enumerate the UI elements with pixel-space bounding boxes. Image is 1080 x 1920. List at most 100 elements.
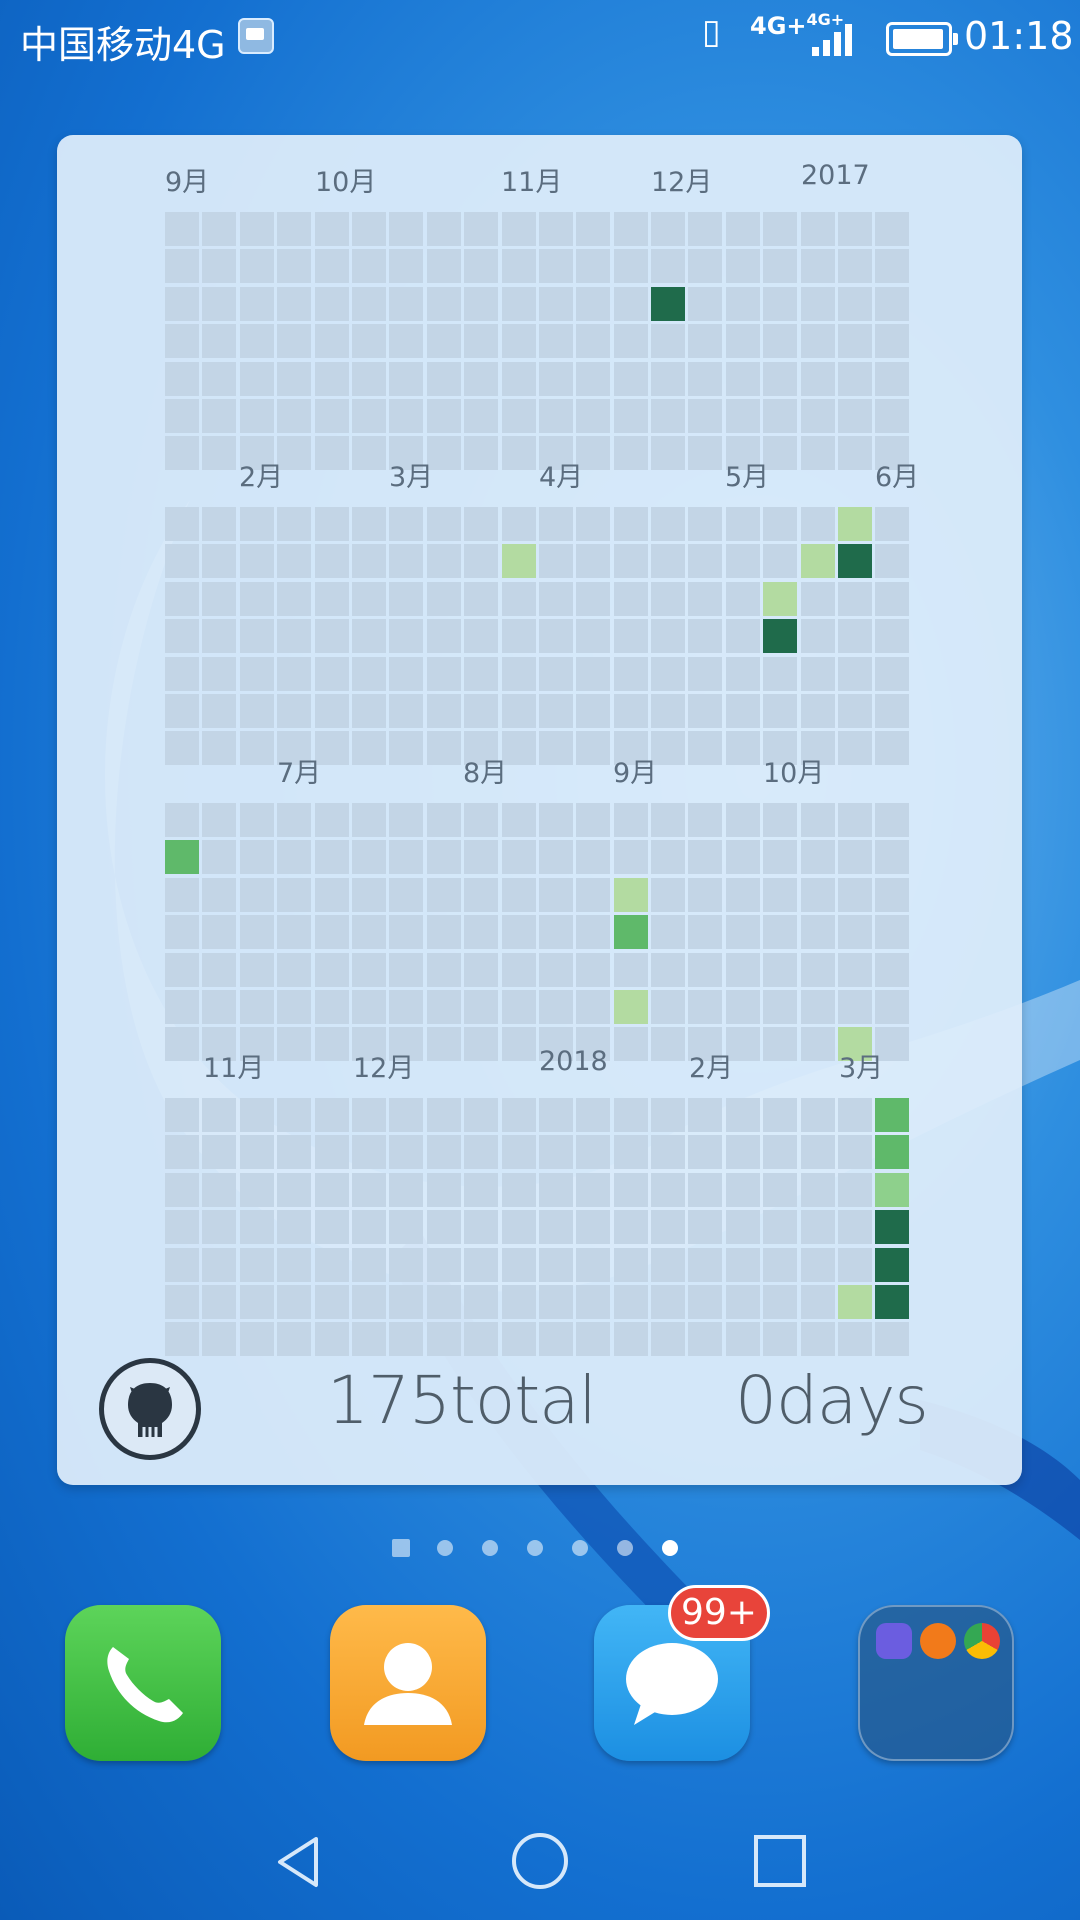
contribution-cell <box>202 1247 237 1282</box>
contribution-cell <box>389 1098 424 1132</box>
contribution-cell <box>688 656 723 691</box>
contribution-cell <box>838 877 873 912</box>
contribution-cell <box>426 731 461 766</box>
page-dot-active[interactable] <box>662 1540 678 1556</box>
page-dot[interactable] <box>482 1540 498 1556</box>
contribution-cell <box>351 1027 386 1062</box>
contribution-cell <box>351 619 386 654</box>
home-page-dot[interactable] <box>392 1539 410 1557</box>
contribution-cell <box>202 581 237 616</box>
contribution-cell <box>838 952 873 987</box>
contribution-cell <box>613 398 648 433</box>
contribution-cell <box>314 1172 349 1207</box>
recents-icon[interactable] <box>752 1833 808 1889</box>
contribution-cell <box>389 840 424 875</box>
status-bar: 中国移动4G ▯ 4G+4G+ 01:18 <box>0 0 1080 72</box>
contribution-cell <box>838 1027 873 1062</box>
contribution-cell <box>239 507 274 541</box>
contribution-cell <box>763 840 798 875</box>
month-label: 9月 <box>613 758 658 789</box>
contribution-cell <box>538 1135 573 1170</box>
contribution-cell <box>875 398 910 433</box>
contribution-cell <box>875 436 910 471</box>
contribution-cell <box>351 803 386 837</box>
contribution-cell <box>351 1098 386 1132</box>
contribution-cell <box>800 877 835 912</box>
contribution-cell <box>351 731 386 766</box>
contribution-cell <box>501 1172 536 1207</box>
contribution-cell <box>426 952 461 987</box>
contribution-cell <box>875 1210 910 1245</box>
app-folder[interactable] <box>858 1605 1014 1761</box>
page-dot[interactable] <box>527 1540 543 1556</box>
contribution-cell <box>538 286 573 321</box>
contribution-cell <box>202 1322 237 1357</box>
contacts-app-button[interactable] <box>330 1605 486 1761</box>
contribution-cell <box>464 398 499 433</box>
phone-app-button[interactable] <box>65 1605 221 1761</box>
contribution-cell <box>538 1172 573 1207</box>
contribution-cell <box>688 1210 723 1245</box>
contribution-cell <box>464 1322 499 1357</box>
contribution-cell <box>613 1322 648 1357</box>
contribution-cell <box>165 656 199 691</box>
contribution-cell <box>314 619 349 654</box>
contribution-cell <box>838 1247 873 1282</box>
contribution-cell <box>165 1098 199 1132</box>
contribution-cell <box>576 952 611 987</box>
contribution-cell <box>239 544 274 579</box>
contribution-cell <box>763 989 798 1024</box>
contribution-cell <box>725 619 760 654</box>
contribution-cell <box>725 1247 760 1282</box>
contribution-cell <box>239 619 274 654</box>
contribution-cell <box>875 877 910 912</box>
contribution-cell <box>651 436 686 471</box>
contribution-cell <box>688 507 723 541</box>
contribution-cell <box>464 324 499 359</box>
contribution-cell <box>426 877 461 912</box>
contribution-cell <box>688 249 723 284</box>
contribution-cell <box>501 989 536 1024</box>
contribution-cell <box>688 361 723 396</box>
contribution-cell <box>763 915 798 950</box>
contribution-cell <box>763 1172 798 1207</box>
contribution-cell <box>501 1098 536 1132</box>
back-icon[interactable] <box>270 1833 328 1891</box>
contribution-cell <box>202 1135 237 1170</box>
github-octocat-icon[interactable] <box>99 1358 201 1460</box>
contribution-cell <box>277 619 312 654</box>
contribution-cell <box>725 361 760 396</box>
page-dot[interactable] <box>572 1540 588 1556</box>
github-contributions-widget[interactable]: 9月 10月 11月 12月 2017 2月 3月 4月 5月 6月 7月 8月… <box>57 135 1022 1485</box>
browser-app-icon <box>876 1623 912 1659</box>
contribution-cell <box>875 1027 910 1062</box>
contribution-cell <box>165 1027 199 1062</box>
contribution-cell <box>501 619 536 654</box>
contribution-cell <box>800 436 835 471</box>
contribution-cell <box>725 507 760 541</box>
contribution-cell <box>613 877 648 912</box>
contribution-cell <box>501 915 536 950</box>
contribution-cell <box>351 840 386 875</box>
contribution-cell <box>314 361 349 396</box>
contribution-cell <box>277 507 312 541</box>
contribution-cell <box>763 324 798 359</box>
contribution-cell <box>165 1210 199 1245</box>
contribution-cell <box>613 803 648 837</box>
contribution-cell <box>389 1210 424 1245</box>
page-dot[interactable] <box>617 1540 633 1556</box>
contribution-cell <box>202 989 237 1024</box>
page-indicator[interactable] <box>392 1535 692 1561</box>
contribution-cell <box>464 212 499 246</box>
page-dot[interactable] <box>437 1540 453 1556</box>
contribution-cell <box>239 952 274 987</box>
contribution-cell <box>202 507 237 541</box>
contribution-cell <box>202 398 237 433</box>
contribution-cell <box>314 249 349 284</box>
contribution-cell <box>351 1135 386 1170</box>
month-label: 12月 <box>353 1053 415 1084</box>
contribution-cell <box>426 324 461 359</box>
home-icon[interactable] <box>510 1831 570 1891</box>
contribution-cell <box>538 989 573 1024</box>
contribution-cell <box>538 731 573 766</box>
